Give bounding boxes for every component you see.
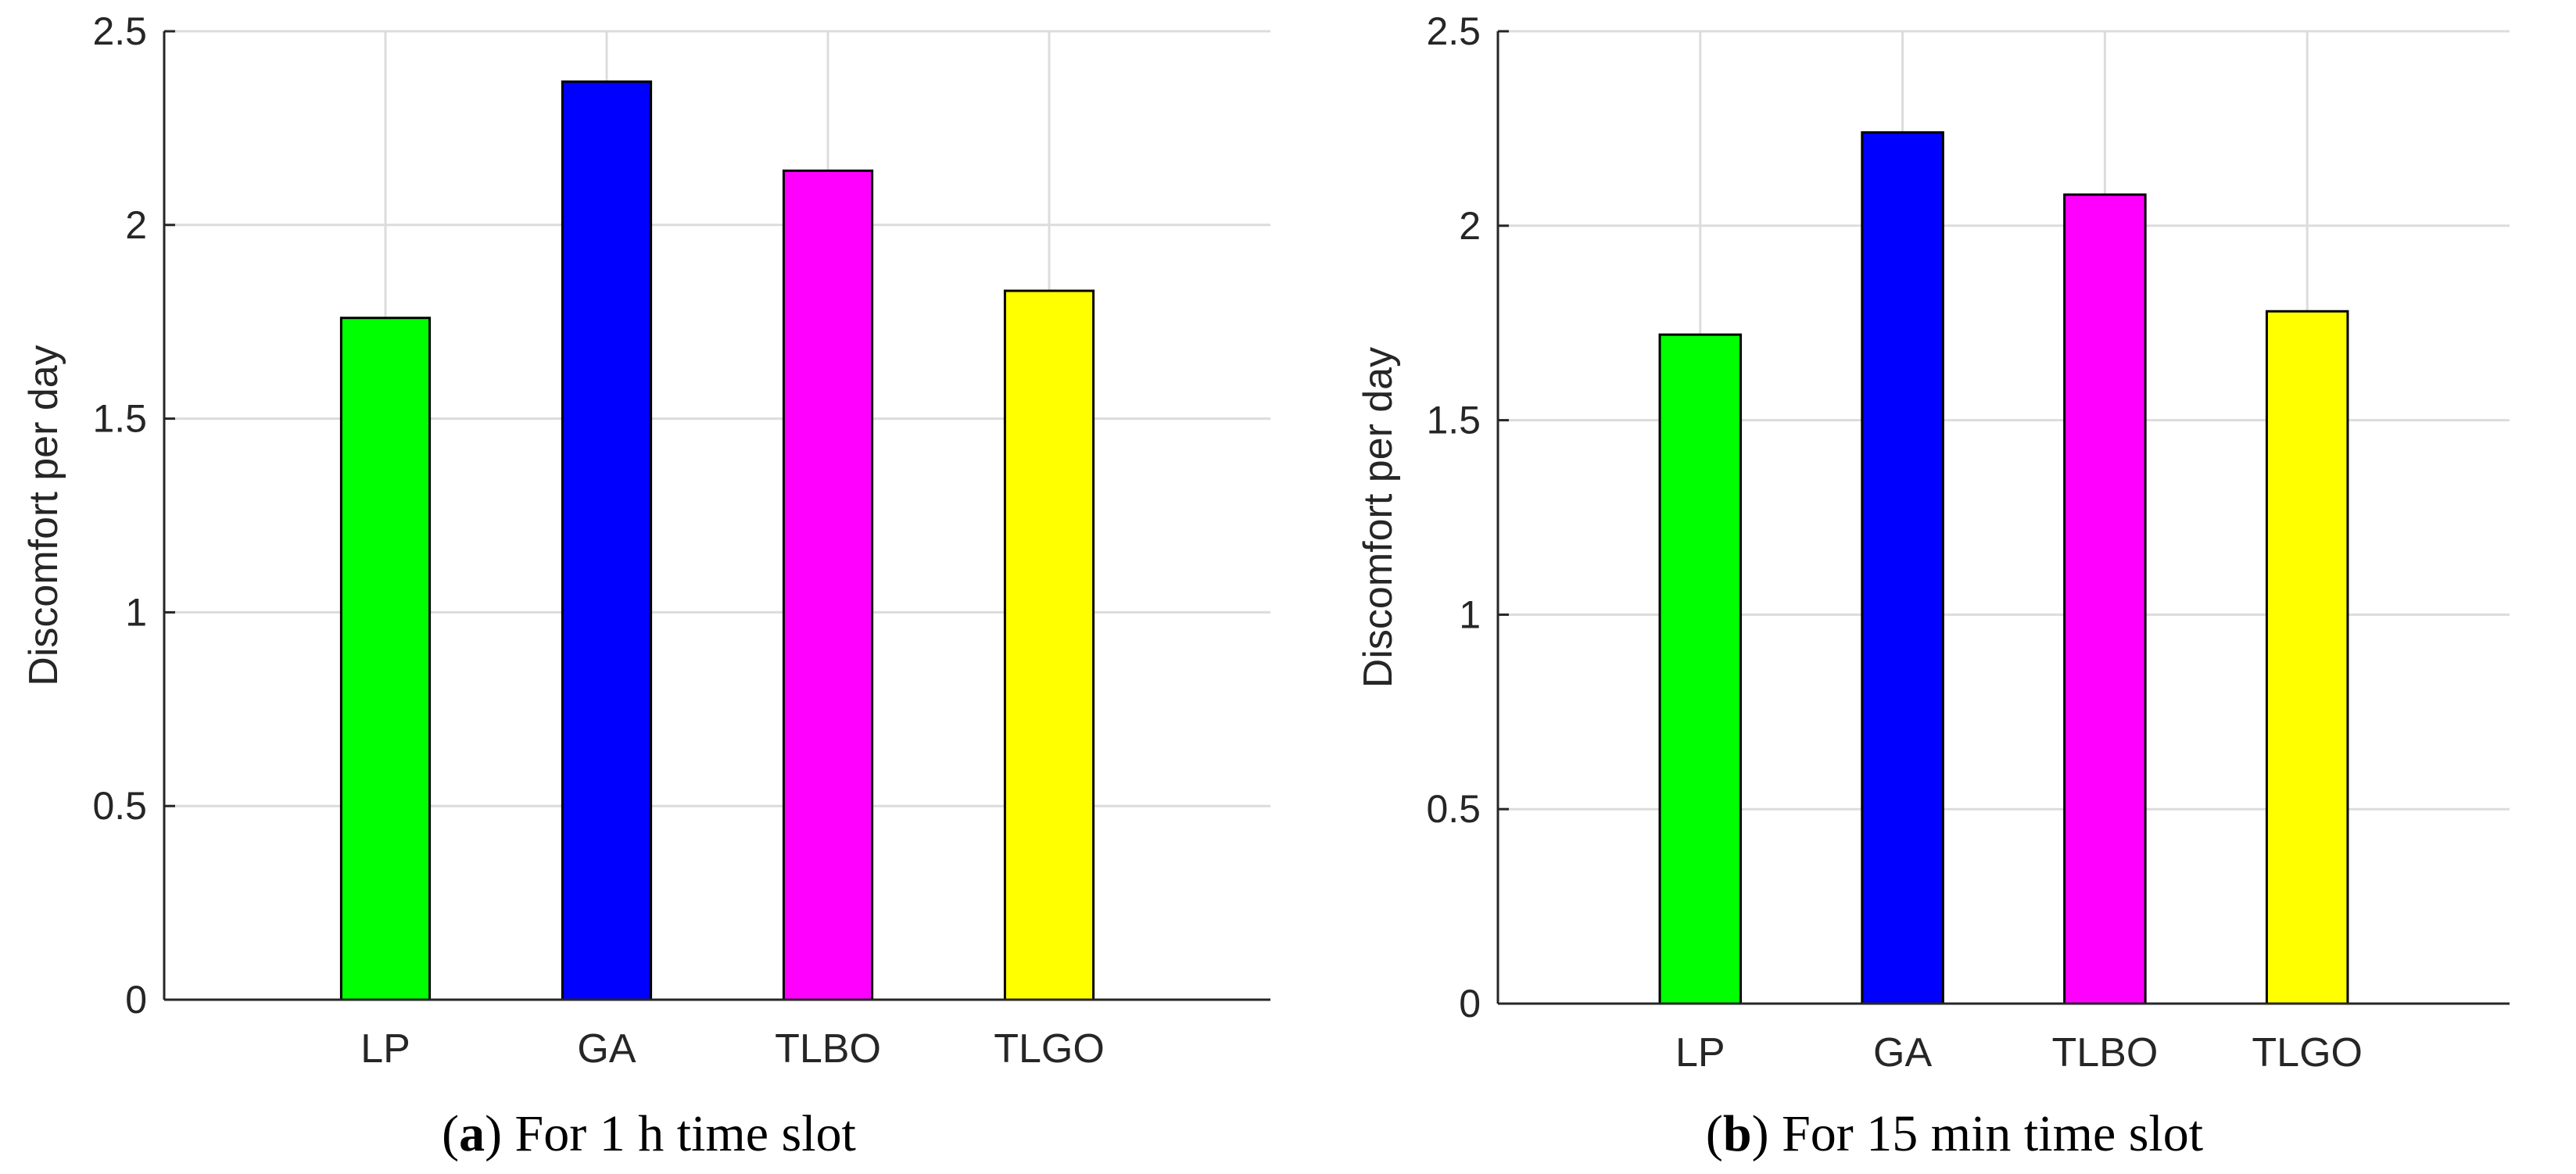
bar-tlgo — [2265, 310, 2349, 1005]
axes — [163, 30, 1270, 1001]
bar-ga — [561, 80, 653, 1001]
caption-paren-close: ) — [1752, 1105, 1782, 1162]
x-tick-label-tlbo: TLBO — [775, 1026, 881, 1072]
x-tick-label-tlgo: TLGO — [994, 1026, 1105, 1072]
y-tick-labels: 0 0.5 1 1.5 2 2.5 — [1426, 9, 1481, 1025]
bar-lp — [339, 317, 432, 1001]
caption-text: For 15 min time slot — [1782, 1105, 2203, 1162]
x-tick-labels: LP GA TLBO TLGO — [1675, 1030, 2363, 1076]
bar-ga — [1861, 131, 1944, 1005]
y-tick-label: 2 — [1459, 204, 1481, 248]
caption-letter: b — [1723, 1105, 1752, 1162]
y-tick-label: 2.5 — [1426, 9, 1481, 53]
bar-tlbo — [2063, 193, 2147, 1005]
caption-paren-open: ( — [1706, 1105, 1723, 1162]
x-tick-label-tlbo: TLBO — [2051, 1030, 2158, 1076]
y-tick-label: 0 — [1459, 982, 1481, 1025]
x-tick-labels: LP GA TLBO TLGO — [360, 1026, 1105, 1072]
x-tick-label-lp: LP — [360, 1026, 410, 1072]
y-tick-label: 2 — [125, 203, 147, 247]
x-tick-label-ga: GA — [1873, 1030, 1932, 1076]
y-tick-label: 0.5 — [1426, 787, 1481, 831]
bar-lp — [1658, 333, 1743, 1005]
bars — [339, 80, 1095, 1001]
x-tick-label-ga: GA — [577, 1026, 636, 1072]
bars — [1658, 131, 2349, 1005]
caption-paren-open: ( — [442, 1105, 459, 1162]
chart-b: 0 0.5 1 1.5 2 2.5 LP GA TLBO TLGO Discomfort per… — [1356, 9, 2510, 1162]
caption-text: For 1 h time slot — [515, 1105, 856, 1162]
y-tick-label: 1.5 — [92, 397, 147, 441]
x-tick-label-tlgo: TLGO — [2252, 1030, 2363, 1076]
grid-lines — [1498, 30, 2510, 1004]
y-axis-label: Discomfort per day — [1356, 347, 1401, 688]
y-tick-label: 1.5 — [1426, 399, 1481, 442]
caption-a: (a) For 1 h time slot — [442, 1105, 856, 1162]
x-tick-label-lp: LP — [1675, 1030, 1725, 1076]
y-axis-label: Discomfort per day — [21, 345, 66, 685]
bar-tlgo — [1003, 289, 1095, 1001]
y-tick-label: 0 — [125, 978, 147, 1022]
caption-paren-close: ) — [485, 1105, 514, 1162]
grid-lines — [164, 30, 1270, 1000]
bar-tlbo — [782, 169, 874, 1001]
caption-letter: a — [459, 1105, 485, 1162]
caption-b: (b) For 15 min time slot — [1706, 1105, 2203, 1162]
axes — [1496, 30, 2510, 1005]
chart-a: 0 0.5 1 1.5 2 2.5 LP GA TLBO TLGO Discomfort per… — [21, 9, 1270, 1162]
y-tick-label: 1 — [1459, 592, 1481, 636]
y-tick-label: 1 — [125, 590, 147, 634]
y-tick-label: 2.5 — [92, 9, 147, 53]
y-tick-label: 0.5 — [92, 784, 147, 828]
y-tick-labels: 0 0.5 1 1.5 2 2.5 — [92, 9, 147, 1022]
